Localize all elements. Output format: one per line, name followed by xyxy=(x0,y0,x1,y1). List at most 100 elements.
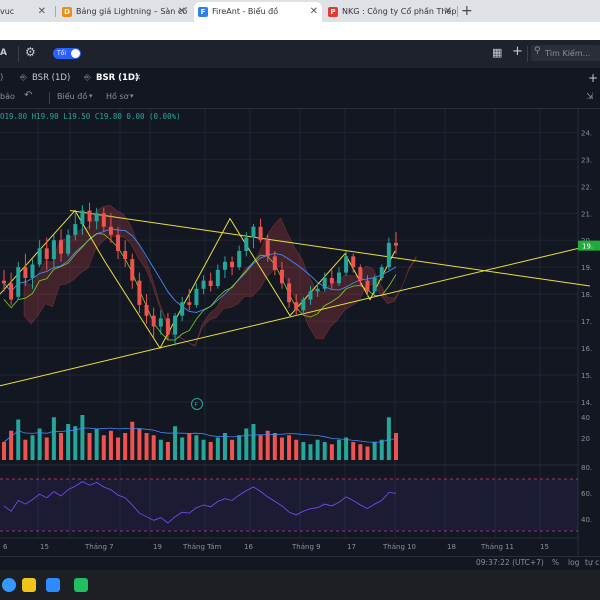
chart-tab-1[interactable]: BSR (1D) xyxy=(32,73,71,83)
indicator-band xyxy=(0,479,578,531)
time-tick-label: 15 xyxy=(540,543,549,551)
candle xyxy=(2,269,6,292)
log-scale-toggle[interactable]: log xyxy=(568,558,580,567)
volume-bar xyxy=(344,437,349,460)
time-tick-label: 18 xyxy=(447,543,456,551)
new-tab-icon[interactable]: + xyxy=(461,3,473,19)
search-input[interactable] xyxy=(545,47,599,59)
expand-icon[interactable]: ⇲ xyxy=(586,92,594,102)
volume-bar xyxy=(73,426,78,460)
browser-taskbar-icon[interactable] xyxy=(2,578,16,592)
lightning-icon: D xyxy=(62,6,72,17)
volume-bar xyxy=(294,439,299,460)
theme-toggle-label: Tối xyxy=(57,50,67,57)
file-explorer-icon[interactable] xyxy=(22,578,36,592)
candle xyxy=(59,229,64,262)
candle-body xyxy=(258,226,263,241)
close-tab-icon[interactable]: ✕ xyxy=(134,73,142,83)
candle xyxy=(173,313,178,346)
price-tick-label: 19. xyxy=(581,264,592,272)
candle-body xyxy=(187,302,192,305)
tab-separator xyxy=(457,6,458,17)
cloud-area xyxy=(23,204,417,347)
chart-status-bar: 09:37:22 (UTC+7) % log tự c xyxy=(0,556,600,571)
auto-scale-toggle[interactable]: tự c xyxy=(585,558,600,567)
candle-body xyxy=(94,213,99,222)
alert-fragment[interactable]: bảo xyxy=(0,92,15,101)
price-tick-label: 15. xyxy=(581,372,592,380)
zoom-icon[interactable] xyxy=(46,578,60,592)
volume-bar xyxy=(237,435,242,460)
indicator-tick-label: 80. xyxy=(581,464,592,472)
candle-body xyxy=(137,280,142,305)
undo-icon[interactable]: ↶ xyxy=(24,90,33,101)
close-icon[interactable]: ✕ xyxy=(443,6,452,17)
tab-title: FireAnt - Biểu đồ xyxy=(212,7,279,16)
volume-bar xyxy=(258,435,263,460)
candle xyxy=(94,207,99,230)
candle-body xyxy=(23,267,28,278)
zigzag-line xyxy=(0,209,396,350)
time-tick-label: Tháng 9 xyxy=(291,543,321,551)
volume-tick-label: 40 xyxy=(581,414,590,422)
volume-bar xyxy=(23,439,28,460)
close-icon[interactable]: ✕ xyxy=(309,6,318,17)
candle xyxy=(222,256,227,278)
time-tick-label: 17 xyxy=(347,543,356,551)
browser-tab-3[interactable]: F FireAnt - Biểu đồ ✕ xyxy=(194,2,322,22)
candle-body xyxy=(130,259,135,281)
browser-tab-1[interactable]: vuc ✕ xyxy=(0,2,50,22)
candle xyxy=(237,245,242,270)
volume-bar xyxy=(358,444,363,460)
time-tick-label: 19 xyxy=(153,543,162,551)
layout-grid-icon[interactable]: ▦ xyxy=(492,46,503,59)
chevron-down-icon: ▾ xyxy=(89,92,93,100)
candle xyxy=(279,261,284,289)
browser-tab-4[interactable]: P NKG : Công ty Cổ phần Thép Na ✕ xyxy=(328,2,456,22)
percent-scale-toggle[interactable]: % xyxy=(552,558,560,567)
volume-bar xyxy=(180,437,185,460)
settings-gear-icon[interactable]: ⚙ xyxy=(25,45,36,59)
trading-app-icon[interactable] xyxy=(74,578,88,592)
close-icon[interactable]: ✕ xyxy=(37,6,46,17)
candle xyxy=(180,296,185,322)
volume-bar xyxy=(80,415,85,460)
candle xyxy=(23,253,28,287)
volume-bar xyxy=(272,433,277,460)
candle xyxy=(379,264,384,281)
candle xyxy=(151,307,156,338)
candle xyxy=(351,253,356,273)
candle-body xyxy=(222,261,227,270)
volume-bar xyxy=(201,439,206,460)
candle-body xyxy=(151,315,156,327)
price-tick-label: 24. xyxy=(581,129,592,137)
tab-title: vuc xyxy=(0,7,15,16)
candle xyxy=(9,272,14,305)
browser-tab-2[interactable]: D Bảng giá Lightning – Sàn cổ phi ✕ xyxy=(62,2,190,22)
add-chart-icon[interactable]: + xyxy=(588,71,599,85)
volume-bar xyxy=(144,433,149,460)
candle xyxy=(16,261,21,300)
volume-bar xyxy=(222,433,227,460)
candle-body xyxy=(80,210,85,225)
chart-type-button[interactable]: Biểu đồ xyxy=(57,92,88,101)
add-icon[interactable]: + xyxy=(512,44,523,59)
candle xyxy=(201,275,206,295)
price-tick-label: 21. xyxy=(581,210,592,218)
candle xyxy=(101,207,106,233)
profile-button[interactable]: Hồ sơ xyxy=(106,92,129,101)
theme-toggle[interactable]: Tối xyxy=(53,48,81,59)
volume-bar xyxy=(287,435,292,460)
candle xyxy=(51,234,56,268)
search-box[interactable]: ⚲ xyxy=(531,45,600,61)
time-tick-label: Tháng 10 xyxy=(382,543,416,551)
volume-bar xyxy=(59,433,64,460)
candle xyxy=(30,259,35,289)
trendline xyxy=(0,245,591,387)
volume-bar xyxy=(301,442,306,460)
volume-bar xyxy=(351,442,356,460)
browser-tab-bar: vuc ✕ D Bảng giá Lightning – Sàn cổ phi ✕… xyxy=(0,0,600,22)
chart-tab-2[interactable]: BSR (1D) xyxy=(96,73,139,83)
volume-bar xyxy=(244,428,249,460)
close-icon[interactable]: ✕ xyxy=(177,6,186,17)
